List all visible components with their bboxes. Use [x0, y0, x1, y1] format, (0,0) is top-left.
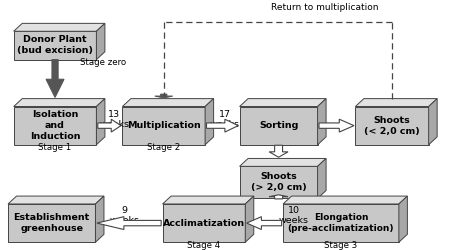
Polygon shape	[95, 196, 104, 242]
Text: Sorting: Sorting	[259, 121, 298, 130]
Bar	[356, 106, 428, 145]
Text: Donor Plant
(bud excision): Donor Plant (bud excision)	[17, 36, 93, 56]
Text: Establishment
greenhouse: Establishment greenhouse	[14, 213, 90, 233]
Bar	[283, 204, 399, 242]
Text: Multiplication: Multiplication	[127, 121, 201, 130]
Polygon shape	[318, 98, 326, 145]
Polygon shape	[269, 195, 288, 199]
Text: weeks: weeks	[210, 120, 240, 129]
Text: 13: 13	[108, 110, 120, 119]
Text: Shoots
(> 2,0 cm): Shoots (> 2,0 cm)	[251, 172, 307, 193]
Polygon shape	[8, 196, 104, 204]
Polygon shape	[356, 98, 437, 106]
Polygon shape	[97, 217, 161, 230]
Polygon shape	[239, 98, 326, 106]
Text: Return to multiplication: Return to multiplication	[271, 3, 378, 12]
Text: Elongation
(pre-acclimatization): Elongation (pre-acclimatization)	[288, 213, 394, 233]
Polygon shape	[319, 119, 354, 132]
Polygon shape	[98, 119, 121, 132]
Polygon shape	[163, 196, 254, 204]
Text: 17: 17	[219, 110, 231, 119]
Polygon shape	[14, 98, 105, 106]
Text: Stage 3: Stage 3	[324, 241, 357, 250]
Polygon shape	[122, 98, 214, 106]
Text: weeks: weeks	[99, 120, 129, 129]
Text: weeks: weeks	[279, 216, 309, 225]
Polygon shape	[205, 98, 214, 145]
Polygon shape	[428, 98, 437, 145]
Bar	[163, 204, 245, 242]
Polygon shape	[96, 23, 105, 60]
Text: weeks: weeks	[109, 216, 139, 225]
Polygon shape	[96, 98, 105, 145]
Bar	[14, 106, 96, 145]
Polygon shape	[155, 94, 173, 98]
Text: Stage 2: Stage 2	[147, 142, 181, 152]
Polygon shape	[269, 145, 288, 157]
Polygon shape	[14, 23, 105, 31]
Text: Acclimatization: Acclimatization	[163, 218, 245, 228]
Polygon shape	[239, 158, 326, 166]
Polygon shape	[283, 196, 407, 204]
Polygon shape	[246, 217, 282, 230]
Polygon shape	[399, 196, 407, 242]
Bar	[8, 204, 95, 242]
Text: 10: 10	[288, 206, 300, 215]
Bar	[239, 166, 318, 198]
Text: Stage zero: Stage zero	[80, 58, 126, 67]
Text: 9: 9	[121, 206, 128, 215]
Text: Stage 4: Stage 4	[187, 241, 220, 250]
Bar	[122, 106, 205, 145]
Text: Shoots
(< 2,0 cm): Shoots (< 2,0 cm)	[364, 116, 420, 136]
Polygon shape	[318, 158, 326, 198]
Text: Isolation
and
Induction: Isolation and Induction	[30, 110, 80, 141]
Polygon shape	[245, 196, 254, 242]
Polygon shape	[207, 119, 238, 132]
Polygon shape	[46, 60, 64, 98]
Text: Stage 1: Stage 1	[38, 142, 72, 152]
Bar	[14, 31, 96, 60]
Bar	[239, 106, 318, 145]
